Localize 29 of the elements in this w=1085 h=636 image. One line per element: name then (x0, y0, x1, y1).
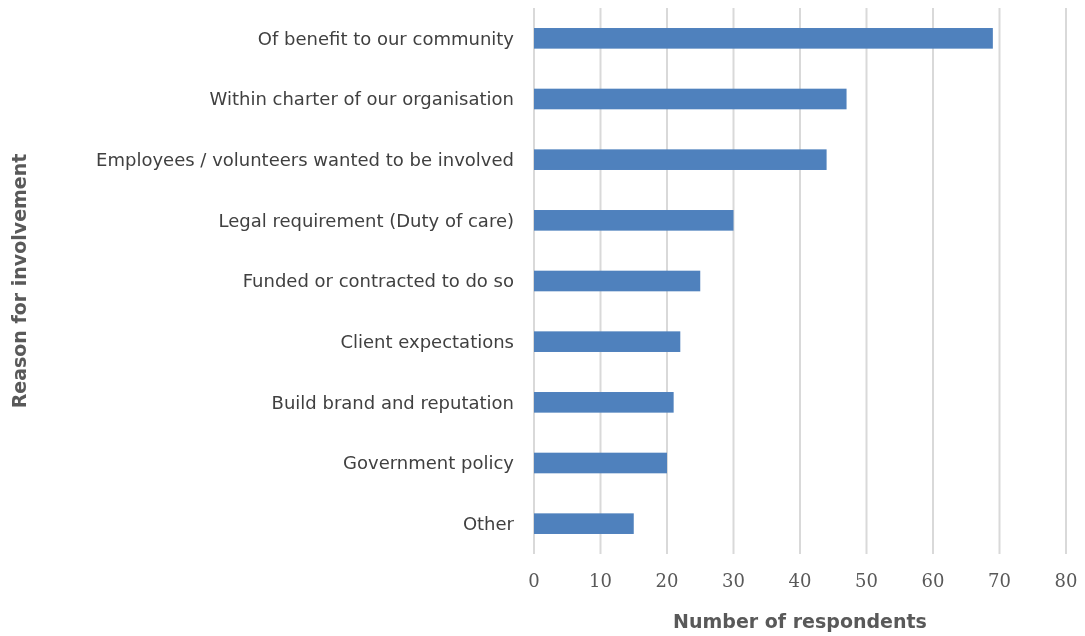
x-tick-label: 50 (855, 570, 878, 591)
y-tick-label: Build brand and reputation (271, 391, 514, 413)
x-tick-label: 60 (921, 570, 945, 591)
x-tick-label: 0 (528, 570, 540, 591)
x-tick-label: 20 (655, 570, 679, 591)
bar (534, 149, 827, 170)
y-tick-label: Other (462, 512, 515, 534)
y-tick-label: Funded or contracted to do so (242, 270, 514, 292)
x-axis-title: Number of respondents (673, 610, 927, 632)
y-axis-title: Reason for involvement (8, 153, 30, 409)
x-tick-label: 10 (589, 570, 612, 591)
y-tick-label: Legal requirement (Duty of care) (218, 209, 514, 231)
y-tick-label: Client expectations (340, 330, 514, 352)
bar (534, 28, 993, 49)
y-tick-label: Government policy (343, 452, 515, 474)
bar (534, 331, 681, 352)
bar (534, 452, 667, 474)
bar (534, 210, 734, 231)
bar (534, 88, 847, 110)
bar (534, 513, 634, 534)
bar (534, 270, 701, 292)
x-tick-label: 30 (722, 570, 745, 591)
bar (534, 392, 674, 413)
y-tick-label: Employees / volunteers wanted to be involved (96, 148, 514, 170)
x-tick-label: 80 (1054, 570, 1078, 591)
y-tick-label: Of benefit to our community (257, 27, 515, 49)
x-tick-label: 70 (988, 570, 1011, 591)
y-tick-label: Within charter of our organisation (209, 88, 514, 110)
x-tick-label: 40 (788, 570, 812, 591)
